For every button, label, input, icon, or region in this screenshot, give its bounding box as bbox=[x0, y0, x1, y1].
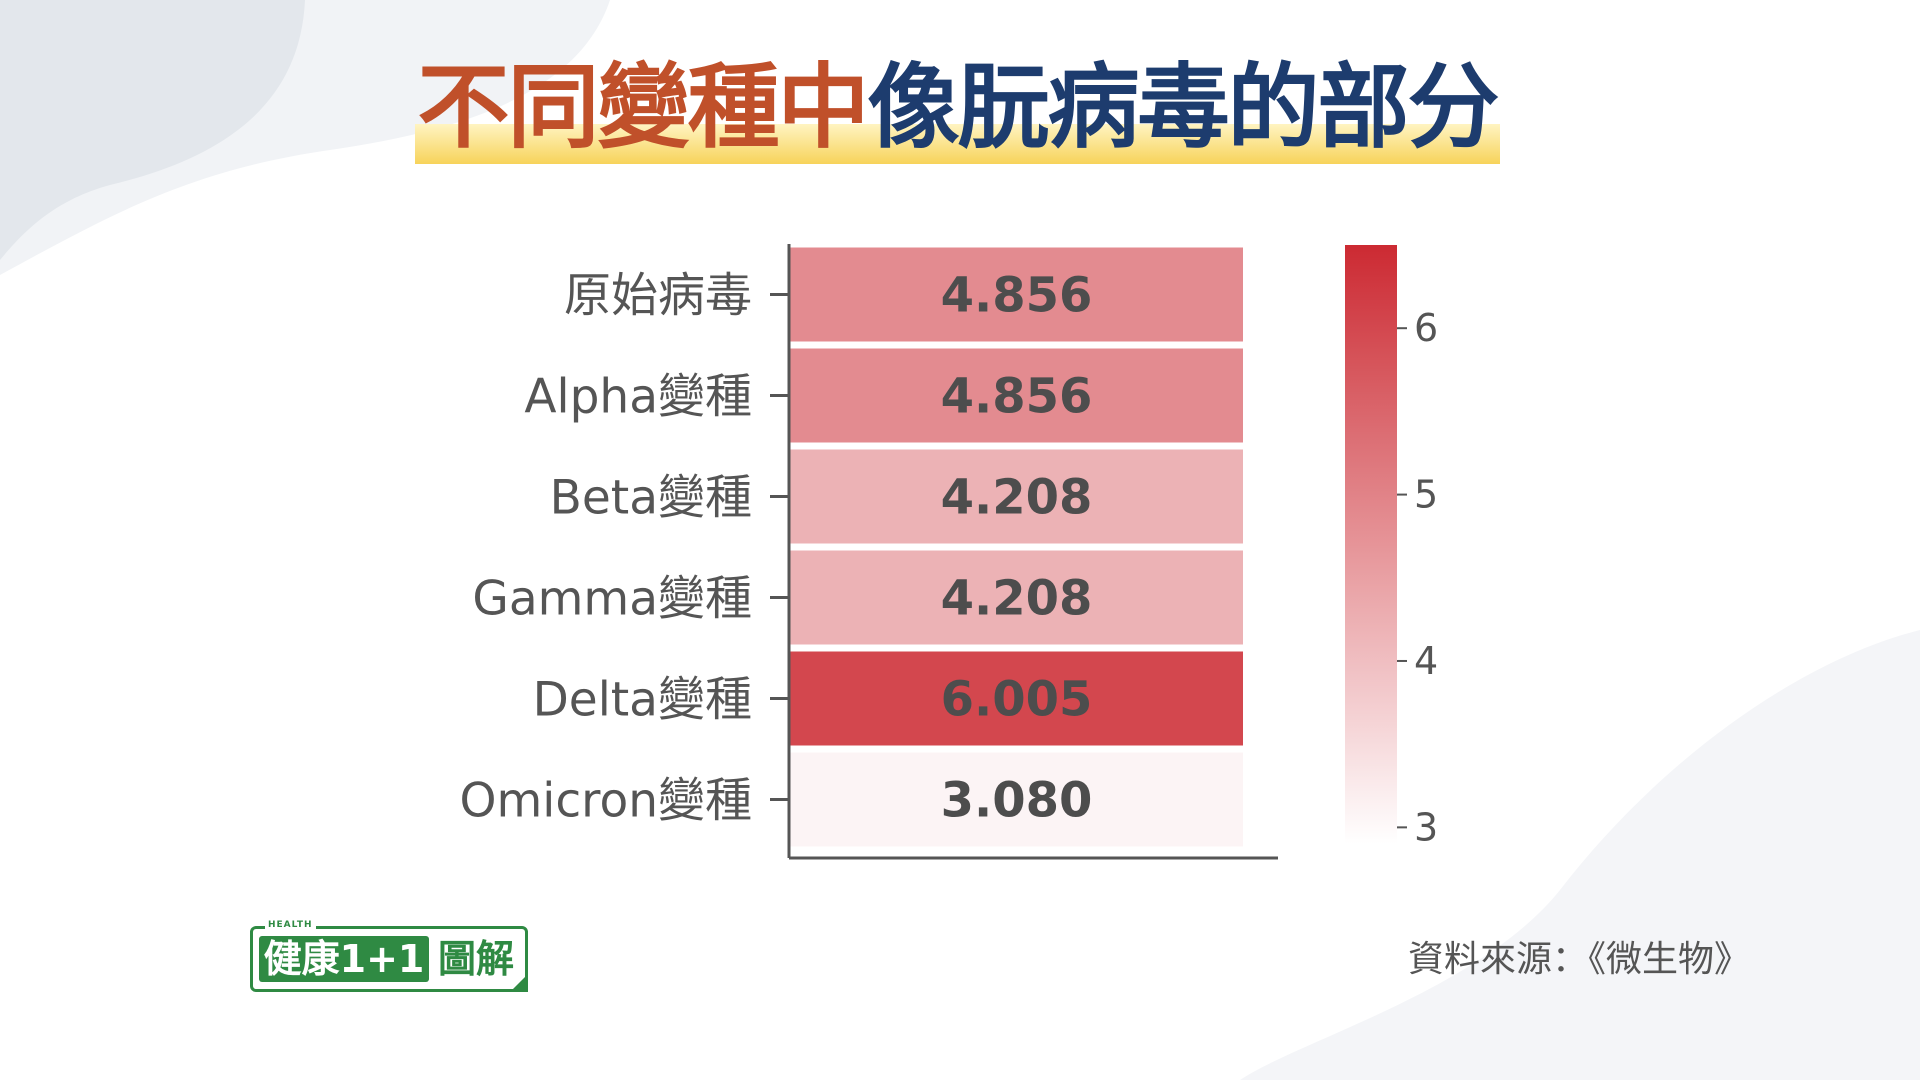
data-source: 資料來源：《微生物》 bbox=[1407, 939, 1750, 980]
title-part-blue: 像朊病毒的部分 bbox=[867, 54, 1500, 161]
colorbar-tick-label: 3 bbox=[1414, 805, 1438, 849]
heatmap-cell bbox=[790, 550, 1243, 645]
health-logo: HEALTH 健康1+1 圖解 bbox=[250, 920, 528, 992]
heatmap-cell bbox=[790, 651, 1243, 746]
cell-value-label: 6.005 bbox=[941, 672, 1093, 728]
cell-value-label: 3.080 bbox=[941, 773, 1093, 829]
colorbar-tick-label: 6 bbox=[1414, 306, 1438, 350]
y-tick-label: Omicron變種 bbox=[459, 774, 752, 829]
y-tick-label: 原始病毒 bbox=[564, 269, 752, 324]
heatmap-cell bbox=[790, 247, 1243, 342]
colorbar bbox=[1345, 245, 1397, 844]
heatmap-cell bbox=[790, 449, 1243, 544]
title-highlight bbox=[415, 124, 1500, 164]
logo-left-text: 健康1+1 bbox=[259, 936, 429, 982]
chart-title: 不同變種中像朊病毒的部分 bbox=[415, 52, 1500, 164]
cell-value-label: 4.208 bbox=[941, 470, 1093, 526]
logo-tag: HEALTH bbox=[265, 920, 316, 930]
colorbar-tick-label: 4 bbox=[1414, 639, 1438, 683]
heatmap-cell bbox=[790, 752, 1243, 847]
y-tick-label: Gamma變種 bbox=[472, 572, 752, 627]
colorbar-tick-label: 5 bbox=[1414, 473, 1438, 517]
y-tick-label: Delta變種 bbox=[533, 673, 752, 728]
cell-value-label: 4.856 bbox=[941, 369, 1093, 425]
title-text: 不同變種中像朊病毒的部分 bbox=[415, 52, 1500, 164]
cell-value-label: 4.856 bbox=[941, 268, 1093, 324]
cell-value-label: 4.208 bbox=[941, 571, 1093, 627]
y-tick-label: Beta變種 bbox=[550, 471, 752, 526]
title-part-orange: 不同變種中 bbox=[417, 54, 869, 161]
heatmap-cell bbox=[790, 348, 1243, 443]
logo-right-text: 圖解 bbox=[437, 937, 514, 981]
y-tick-label: Alpha變種 bbox=[524, 370, 752, 425]
